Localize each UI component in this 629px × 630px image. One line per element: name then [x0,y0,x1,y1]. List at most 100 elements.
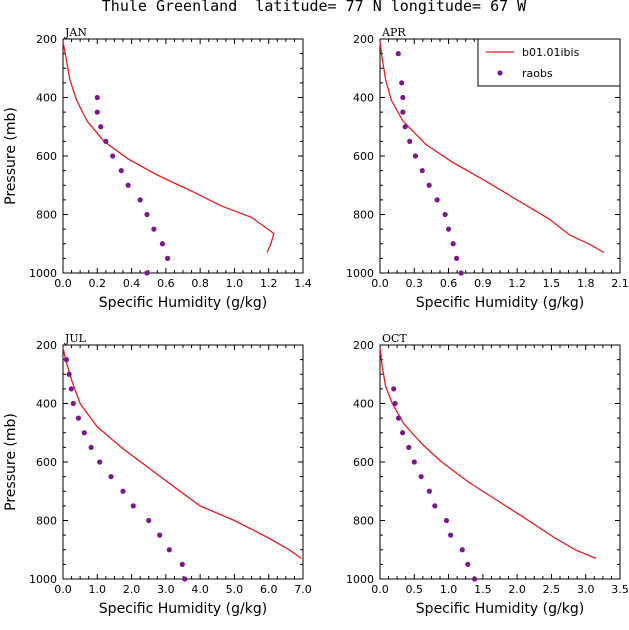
y-tick-label: 600 [36,456,57,469]
x-tick-label: 1.0 [440,583,458,596]
raobs-point [159,241,166,247]
raobs-point [448,532,454,538]
raobs-point [125,182,131,188]
raobs-point [98,124,104,130]
raobs-point [407,138,413,144]
x-axis-label: Specific Humidity (g/kg) [416,601,584,617]
x-tick-label: 1.5 [474,583,492,596]
panel-label: JUL [64,332,87,345]
raobs-point [118,168,124,174]
raobs-point [418,474,424,480]
x-tick-label: 7.0 [294,583,312,596]
raobs-point [164,255,171,261]
x-tick-label: 2.0 [508,583,526,596]
x-tick-label: 1.5 [543,277,561,290]
y-axis-label: Pressure (mb) [3,413,19,511]
raobs-point [402,124,408,130]
y-tick-label: 1000 [29,573,57,586]
x-tick-label: 0.5 [406,583,424,596]
x-tick-label: 4.0 [191,583,209,596]
raobs-point [144,211,150,218]
x-axis-label: Specific Humidity (g/kg) [416,295,584,311]
panel-label: OCT [382,332,407,345]
raobs-point [110,153,116,159]
figure-title: Thule Greenland latitude= 77 N longitude… [102,0,527,15]
raobs-point [182,576,188,582]
legend-label-model: b01.01ibis [522,46,580,59]
x-tick-label: 1.0 [226,277,244,290]
x-tick-label: 1.0 [89,583,107,596]
panel-label: JAN [64,26,87,39]
raobs-point [465,561,471,567]
panel-oct: OCT 0.0 0.5 1.0 1.5 2.0 2.5 3.0 3.5 200 400 600 800 1… [346,332,629,617]
plot-frame [62,38,304,274]
raobs-point [432,503,438,509]
raobs-point [70,400,76,407]
raobs-point [450,241,456,247]
raobs-point [66,371,72,377]
raobs-point [445,226,452,232]
x-axis-label: Specific Humidity (g/kg) [99,295,267,311]
x-axis-label: Specific Humidity (g/kg) [99,601,267,617]
x-tick-label: 0.0 [54,277,72,290]
x-tick-label: 0.8 [191,277,209,290]
x-tick-label: 1.2 [260,277,278,290]
raobs-point [120,488,126,494]
raobs-point [453,255,460,261]
x-tick-label: 0.0 [371,583,389,596]
raobs-point [63,357,70,363]
x-tick-label: 0.6 [157,277,175,290]
x-tick-label: 0.2 [89,277,107,290]
y-tick-label: 600 [353,150,374,163]
panel-jul: JUL 0.0 1.0 2.0 3.0 4.0 5.0 6.0 7.0 200 400 600 800 1… [3,332,312,617]
raobs-point [411,459,417,465]
raobs-point [151,226,157,232]
y-tick-label: 1000 [346,573,374,586]
raobs-point [166,547,172,553]
raobs-point [146,517,152,524]
raobs-point [442,211,448,218]
raobs-point [108,474,114,480]
raobs-point [400,430,406,436]
legend-label-obs: raobs [522,67,553,80]
y-tick-label: 600 [36,150,57,163]
x-tick-label: 2.1 [611,277,629,290]
y-axis-label: Pressure (mb) [3,107,19,205]
panel-jan: JAN 0.0 0.2 0.4 0.6 0.8 1.0 1.2 1.4 200 400 600 800 1… [3,26,312,311]
y-tick-label: 400 [353,398,374,411]
panel-label: APR [381,26,406,39]
y-tick-label: 800 [36,515,57,528]
model-line [379,41,605,254]
raobs-point [94,109,100,115]
y-tick-label: 800 [36,209,57,222]
y-tick-label: 400 [36,398,57,411]
model-line [62,41,275,253]
y-tick-label: 200 [36,33,57,46]
x-tick-label: 2.0 [123,583,141,596]
raobs-point [412,153,419,159]
y-tick-label: 200 [353,33,374,46]
legend: b01.01ibis raobs [477,38,621,87]
x-tick-label: 1.8 [577,277,595,290]
x-tick-label: 0.9 [474,277,492,290]
y-tick-label: 400 [36,92,57,105]
raobs-point [458,270,464,276]
raobs-point [395,51,401,57]
x-tick-label: 0.3 [406,277,424,290]
legend-box [477,38,621,87]
x-tick-label: 5.0 [226,583,244,596]
model-line [62,347,302,560]
y-tick-label: 200 [353,339,374,352]
raobs-point [400,109,406,115]
raobs-point [75,415,82,421]
raobs-point [472,576,478,582]
x-tick-label: 0.4 [123,277,141,290]
x-tick-label: 2.5 [543,583,561,596]
raobs-point [426,182,432,188]
raobs-point [130,503,136,509]
raobs-point [88,444,94,450]
raobs-point [81,430,87,436]
x-tick-label: 3.0 [157,583,175,596]
y-tick-label: 1000 [29,267,57,280]
